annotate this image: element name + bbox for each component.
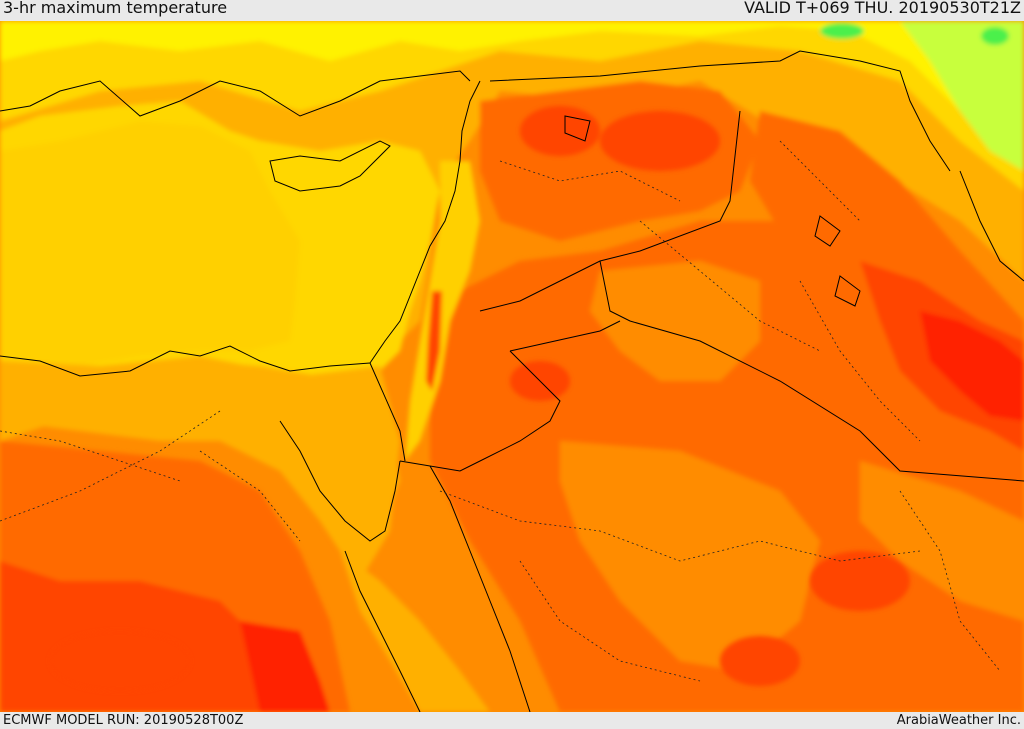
coastlines — [0, 70, 1024, 712]
zone-saudi-orange-2 — [860, 461, 1024, 621]
temperature-field — [0, 21, 1024, 712]
province-borders — [0, 140, 1001, 682]
zone-med-inner — [0, 121, 300, 371]
temperature-map — [0, 21, 1024, 712]
valid-time: VALID T+069 THU. 20190530T21Z — [744, 0, 1021, 17]
borders — [369, 50, 1024, 482]
zone-levant-coast — [405, 161, 480, 461]
map-footer: ECMWF MODEL RUN: 20190528T00Z ArabiaWeat… — [0, 712, 1024, 729]
map-title: 3-hr maximum temperature — [3, 0, 228, 17]
zone-north-gold — [0, 21, 1024, 191]
zone-iraq-hot — [920, 311, 1024, 421]
zone-cool-spot-2 — [820, 23, 864, 39]
zone-north-light-green — [900, 21, 1024, 171]
credit: ArabiaWeather Inc. — [896, 713, 1021, 728]
zone-egypt-hot — [240, 621, 330, 712]
model-run: ECMWF MODEL RUN: 20190528T00Z — [3, 713, 244, 728]
zone-sinai — [280, 391, 400, 541]
zone-cool-spot-1 — [981, 27, 1009, 45]
zone-jordan-orange — [590, 261, 760, 381]
zone-dead-sea — [426, 291, 442, 391]
map-header: 3-hr maximum temperature VALID T+069 THU… — [0, 0, 1024, 21]
zone-red-sea — [340, 551, 490, 712]
zone-saudi-orange — [560, 441, 820, 671]
